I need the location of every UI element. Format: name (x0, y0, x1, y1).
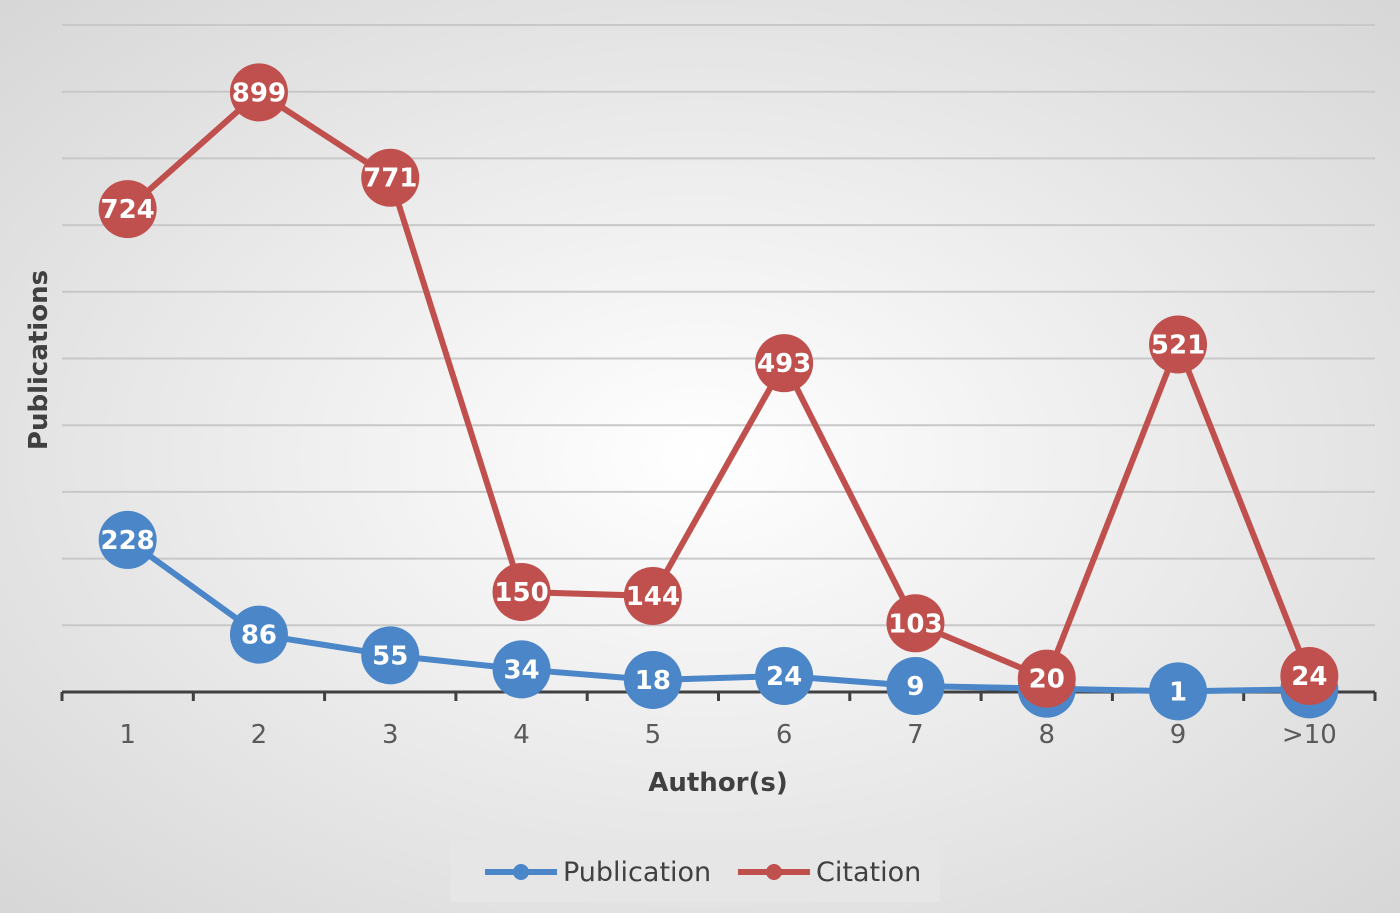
data-point-citation (98, 180, 157, 239)
series-line-publication (125, 537, 1310, 695)
data-point-citation (492, 562, 551, 621)
data-label-publication: 24 (766, 662, 802, 692)
series-points: 2288655341824951472489977115014449310320… (98, 63, 1339, 721)
data-point-citation (1149, 315, 1208, 374)
x-tick-label: 8 (1038, 720, 1055, 750)
data-label-citation: 103 (888, 609, 942, 639)
x-tick-label: 4 (513, 720, 530, 750)
x-axis-title: Author(s) (648, 768, 788, 798)
data-point-citation (755, 334, 814, 393)
data-label-citation: 493 (757, 349, 811, 379)
data-label-citation: 724 (101, 195, 155, 225)
x-tick-label: 5 (645, 720, 662, 750)
legend-marker-citation (766, 864, 782, 880)
data-label-citation: 144 (626, 582, 680, 612)
data-point-citation (1280, 646, 1339, 705)
legend: Publication Citation (450, 842, 940, 902)
data-point-citation (229, 63, 288, 122)
legend-label-citation: Citation (816, 857, 921, 888)
data-label-citation: 521 (1151, 330, 1205, 360)
data-point-publication (492, 640, 551, 699)
data-point-citation (1017, 649, 1076, 708)
data-point-publication (755, 646, 814, 705)
data-point-publication (98, 510, 157, 569)
data-label-publication: 86 (241, 621, 277, 651)
x-tick-label: >10 (1282, 720, 1337, 750)
data-point-publication (1149, 662, 1208, 721)
data-label-publication: 228 (101, 526, 155, 556)
legend-label-publication: Publication (563, 857, 711, 888)
data-point-publication (623, 650, 682, 709)
data-label-citation: 771 (363, 164, 417, 194)
data-point-citation (623, 566, 682, 625)
legend-marker-publication (513, 864, 529, 880)
x-tick-label: 6 (776, 720, 793, 750)
x-tick-label: 2 (251, 720, 268, 750)
data-point-publication (361, 626, 420, 685)
data-label-publication: 1 (1169, 677, 1187, 707)
x-tick-labels: 1 2 3 4 5 6 7 8 9 >10 (119, 720, 1336, 750)
series-lines (125, 89, 1313, 695)
data-label-publication: 9 (906, 672, 924, 702)
x-tick-label: 7 (907, 720, 924, 750)
data-point-publication (229, 605, 288, 664)
data-label-citation: 899 (232, 78, 286, 108)
x-tick-label: 1 (119, 720, 136, 750)
data-label-publication: 55 (372, 641, 408, 671)
x-tick-label: 9 (1170, 720, 1187, 750)
y-axis-title: Publications (24, 270, 54, 450)
data-label-citation: 20 (1029, 665, 1065, 695)
x-tick-label: 3 (382, 720, 399, 750)
data-point-citation (886, 594, 945, 653)
data-label-citation: 24 (1291, 662, 1327, 692)
data-label-publication: 18 (635, 666, 671, 696)
series-line-citation (125, 89, 1313, 682)
data-point-publication (886, 656, 945, 715)
data-label-publication: 34 (503, 655, 539, 685)
data-point-citation (361, 148, 420, 207)
data-label-citation: 150 (494, 578, 548, 608)
